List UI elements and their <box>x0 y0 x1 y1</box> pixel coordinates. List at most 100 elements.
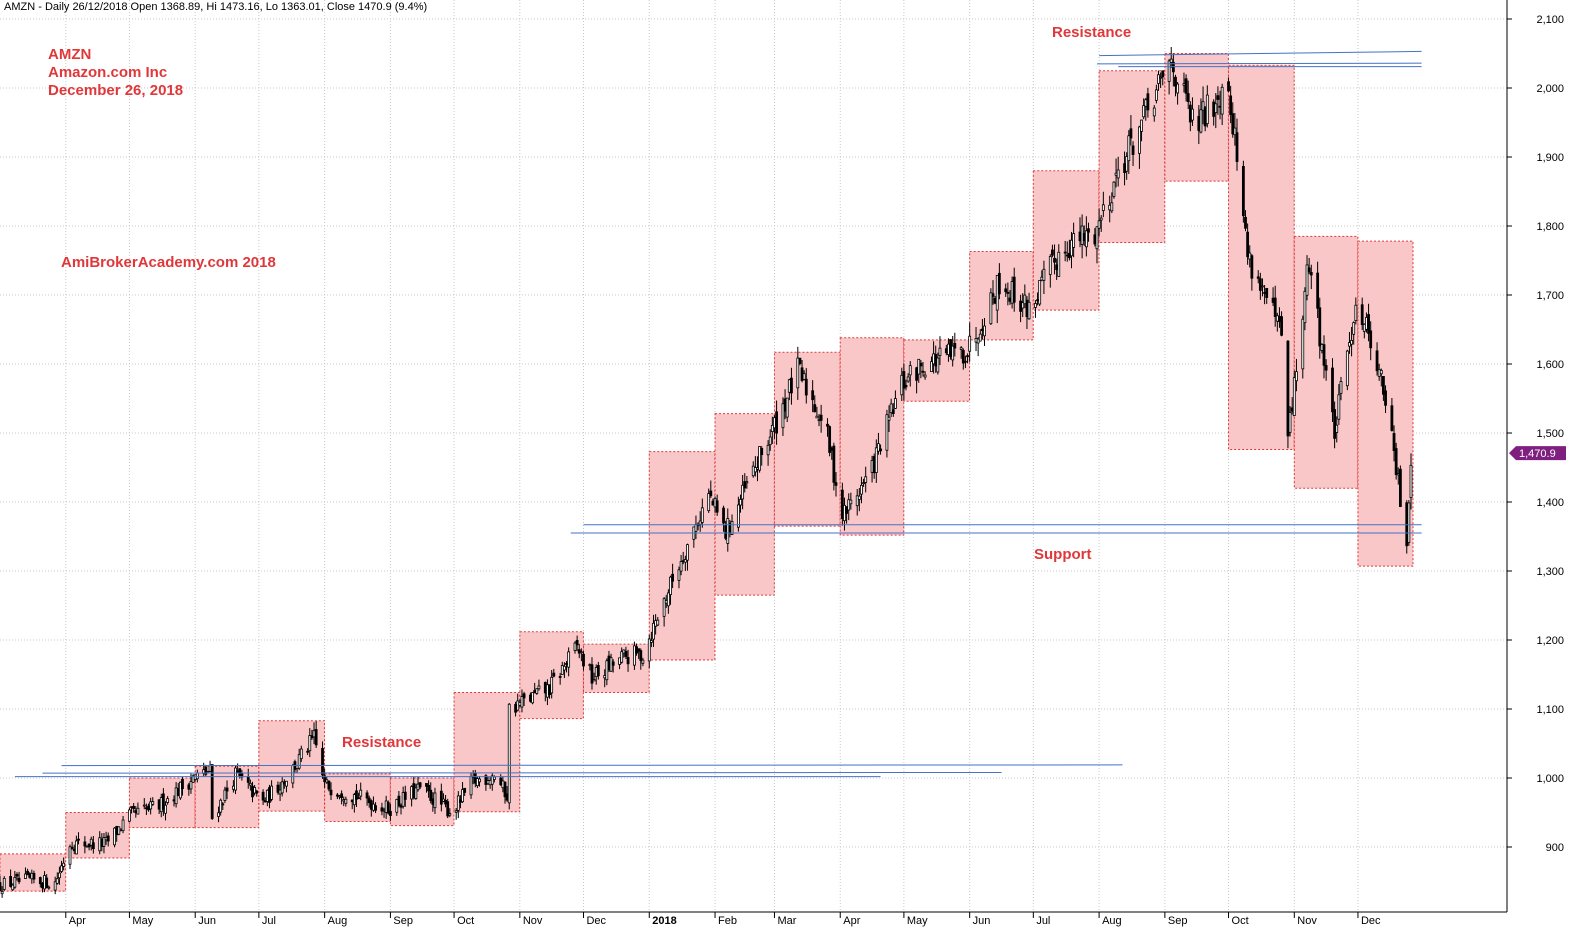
candle-body <box>403 791 407 800</box>
candle-body <box>130 806 133 809</box>
candle-body <box>514 704 517 713</box>
candle-body <box>85 845 89 848</box>
candle-body <box>166 798 170 803</box>
candle-body <box>503 781 507 798</box>
candle-body <box>707 493 711 512</box>
candle-body <box>531 692 534 704</box>
x-tick-label: Mar <box>777 915 796 927</box>
candle-body <box>751 465 755 477</box>
candle-body <box>265 789 269 802</box>
candle-body <box>917 358 921 375</box>
candle-body <box>1142 105 1146 118</box>
candle-body <box>756 467 759 470</box>
candle-body <box>847 499 851 511</box>
candle-body <box>246 776 250 783</box>
candle-body <box>89 838 93 846</box>
candle-body <box>622 649 626 654</box>
candle-body <box>174 787 178 805</box>
candle-body <box>53 881 57 891</box>
candle-body <box>1409 464 1413 499</box>
candle-body <box>1396 473 1400 476</box>
candle-body <box>1099 217 1103 221</box>
candle-body <box>1021 302 1025 309</box>
watermark-label: AmiBrokerAcademy.com 2018 <box>61 254 276 271</box>
candle-body <box>223 789 227 801</box>
candle-body <box>978 333 982 342</box>
candle-body <box>1112 181 1116 197</box>
candle-body <box>210 764 214 819</box>
candle-body <box>30 872 34 880</box>
candle-body <box>1191 108 1194 121</box>
candle-body <box>1303 290 1307 324</box>
candle-body <box>605 660 609 681</box>
candle-body <box>147 805 150 811</box>
candle-body <box>1055 264 1059 271</box>
x-tick-label: Oct <box>457 915 474 927</box>
candle-body <box>607 655 611 671</box>
x-tick-label: May <box>907 915 928 927</box>
trendline <box>1099 50 1422 57</box>
candle-body <box>1256 276 1260 279</box>
candle-body <box>329 789 333 796</box>
candle-body <box>980 328 984 331</box>
monthly-range-box <box>714 413 775 596</box>
candle-body <box>1248 252 1252 260</box>
candle-body <box>459 799 462 803</box>
candle-body <box>448 813 452 816</box>
candle-body <box>781 403 785 429</box>
candle-body <box>238 768 242 777</box>
candle-body <box>930 361 933 372</box>
candle-body <box>626 657 630 665</box>
candle-body <box>832 445 836 483</box>
candle-body <box>1078 231 1082 242</box>
candle-body <box>113 827 116 846</box>
y-tick-label: 900 <box>1546 842 1564 854</box>
candle-body <box>1350 339 1353 345</box>
candle-body <box>280 781 284 794</box>
candle-body <box>13 877 17 888</box>
candle-body <box>641 659 645 664</box>
axes <box>0 0 1512 918</box>
candle-body <box>1227 81 1230 92</box>
candle-body <box>1235 132 1239 162</box>
candle-body <box>575 639 579 646</box>
candle-body <box>722 507 725 524</box>
candle-body <box>1174 76 1177 87</box>
candle-body <box>189 781 193 790</box>
candle-body <box>367 797 371 804</box>
candle-body <box>117 826 121 835</box>
candle-body <box>1123 163 1126 174</box>
candle-body <box>119 828 123 831</box>
candle-body <box>62 862 66 867</box>
candle-body <box>652 622 655 640</box>
candle-body <box>221 803 225 806</box>
candle-body <box>662 598 666 617</box>
candle-body <box>1036 299 1039 302</box>
candle-body <box>157 799 161 810</box>
candle-body <box>874 447 878 474</box>
trendline <box>42 771 1002 774</box>
candle-body <box>444 799 447 805</box>
x-tick-label: Jul <box>1036 915 1050 927</box>
candle-body <box>908 365 912 376</box>
candle-body <box>877 443 880 452</box>
last-price-tag: 1,470.9 <box>1509 446 1566 461</box>
candle-body <box>263 800 267 803</box>
candle-body <box>736 504 740 528</box>
candle-body <box>102 837 106 847</box>
candle-body <box>991 293 995 297</box>
candle-body <box>1197 116 1201 131</box>
candle-body <box>834 482 838 486</box>
candle-body <box>1318 307 1322 347</box>
candle-body <box>828 426 832 453</box>
candle-body <box>397 795 401 806</box>
candle-body <box>145 807 148 810</box>
candle-body <box>261 791 265 801</box>
x-tick-label: Jun <box>198 915 216 927</box>
candle-body <box>938 347 942 356</box>
candle-body <box>787 379 791 393</box>
candle-body <box>923 374 927 378</box>
candle-body <box>694 524 698 532</box>
candle-body <box>785 397 789 418</box>
candle-body <box>310 735 314 739</box>
